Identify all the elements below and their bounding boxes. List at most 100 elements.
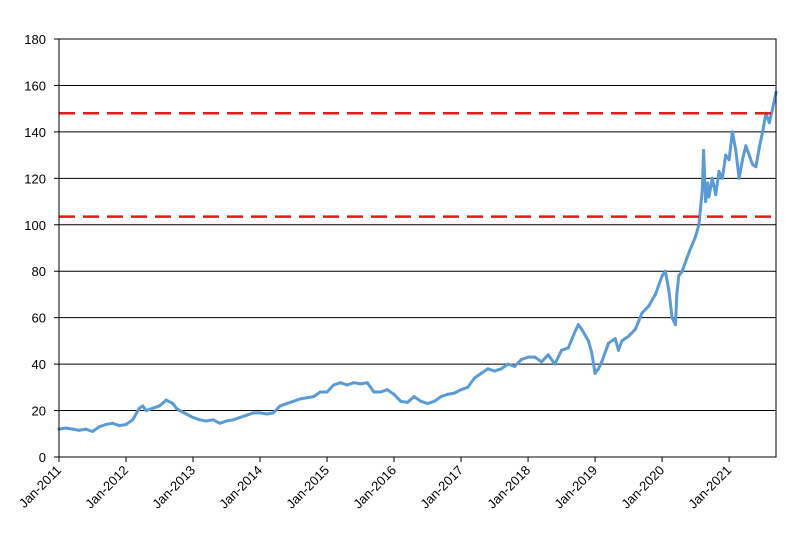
data-point [675, 292, 679, 296]
data-point [627, 334, 631, 338]
data-point [519, 358, 523, 361]
data-point [499, 367, 503, 371]
y-tick-label: 100 [24, 218, 46, 233]
x-tick-label: Jan-2011 [16, 463, 64, 511]
gridlines [59, 38, 776, 458]
data-point [704, 200, 708, 204]
data-point [526, 355, 530, 359]
data-point [473, 376, 476, 380]
data-point [714, 193, 718, 197]
data-point [238, 416, 242, 419]
data-point [131, 418, 135, 422]
data-point [365, 381, 369, 385]
data-point [613, 337, 617, 341]
x-tick-label: Jan-2018 [484, 463, 533, 512]
data-point [741, 158, 744, 162]
data-point [318, 390, 322, 394]
data-point [513, 364, 517, 368]
data-point [271, 411, 275, 415]
data-point [84, 427, 88, 431]
data-point [325, 390, 329, 394]
x-axis-ticks: Jan-2011 Jan-2012 Jan-2013 Jan-2014 Jan-2015… [16, 457, 734, 511]
data-point [697, 223, 701, 227]
data-point [338, 381, 342, 385]
plot-frame [58, 38, 777, 458]
data-point [674, 323, 677, 327]
data-point [137, 406, 141, 410]
data-point [399, 399, 403, 403]
data-point [710, 176, 714, 180]
data-point [466, 385, 470, 389]
data-point [767, 121, 771, 125]
data-point [751, 162, 754, 166]
data-point [580, 327, 584, 331]
data-point [757, 146, 761, 150]
data-point [97, 425, 101, 429]
x-tick-label: Jan-2014 [216, 463, 265, 512]
data-point [298, 397, 302, 401]
data-point [761, 130, 765, 134]
data-point [566, 346, 570, 350]
data-point [653, 292, 657, 296]
data-point [151, 406, 155, 410]
data-point [184, 412, 188, 416]
x-tick-label: Jan-2013 [149, 463, 198, 512]
data-point [617, 348, 620, 352]
data-point [660, 274, 664, 278]
y-axis-ticks: 0 20 40 60 80 100 120 140 160 180 [24, 32, 59, 465]
data-point [104, 423, 108, 426]
data-point [412, 395, 416, 399]
data-point [493, 369, 497, 373]
x-tick-label: Jan-2015 [283, 463, 332, 512]
data-point [667, 288, 671, 292]
data-point [677, 274, 681, 278]
data-point [717, 169, 721, 173]
series-line [57, 90, 778, 433]
data-point [191, 416, 195, 419]
data-point [218, 421, 222, 425]
data-point [680, 269, 684, 273]
x-tick-label: Jan-2021 [685, 463, 734, 512]
data-point [312, 395, 316, 399]
y-tick-label: 80 [32, 264, 46, 279]
data-point [702, 149, 706, 152]
data-point [593, 371, 597, 375]
data-point [332, 383, 336, 387]
data-point [64, 426, 68, 430]
y-tick-label: 120 [24, 171, 46, 186]
data-point [720, 176, 724, 180]
data-point [211, 418, 215, 422]
data-point [730, 130, 734, 134]
data-point [111, 421, 115, 425]
data-point [586, 339, 590, 343]
data-point [747, 153, 751, 157]
data-point [546, 353, 550, 357]
data-point [359, 382, 362, 386]
data-point [144, 409, 148, 413]
y-tick-label: 0 [39, 450, 46, 465]
data-point [700, 188, 704, 192]
data-point [164, 398, 168, 402]
data-point [573, 330, 577, 334]
data-point [91, 430, 94, 433]
data-point [663, 269, 667, 273]
data-point [204, 419, 208, 423]
data-point [754, 165, 758, 169]
data-point [486, 367, 490, 371]
x-tick-label: Jan-2012 [82, 463, 131, 512]
data-point [432, 399, 436, 403]
data-point [620, 339, 624, 343]
reference-lines [59, 112, 776, 218]
data-point [405, 400, 409, 404]
data-point [439, 395, 443, 399]
y-tick-label: 60 [32, 311, 46, 326]
data-point [379, 390, 383, 394]
data-point [640, 311, 644, 315]
x-tick-label: Jan-2020 [618, 463, 667, 512]
data-point [345, 383, 349, 387]
y-tick-label: 160 [24, 78, 46, 93]
data-point [452, 391, 456, 395]
data-point [724, 153, 728, 157]
data-point [178, 409, 182, 413]
